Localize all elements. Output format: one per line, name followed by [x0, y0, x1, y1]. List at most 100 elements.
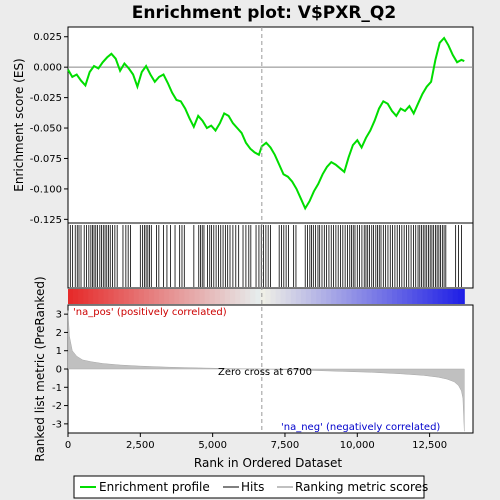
color-bar-segment	[184, 289, 190, 304]
color-bar-segment	[311, 289, 317, 304]
color-bar-segment	[321, 289, 327, 304]
color-bar-segment	[457, 289, 464, 304]
color-bar-segment	[316, 289, 322, 304]
ranked-tick-label: 1	[56, 346, 62, 357]
color-bar-segment	[356, 289, 363, 304]
color-bar-segment	[336, 289, 342, 304]
color-bar-segment	[73, 289, 79, 304]
color-bar-segment	[78, 289, 84, 304]
color-bar-segment	[245, 289, 251, 304]
color-bar-segment	[83, 289, 89, 304]
color-bar-segment	[331, 289, 337, 304]
color-bar-segment	[386, 289, 393, 304]
color-bar-segment	[300, 289, 307, 304]
legend-enrichment-label: Enrichment profile	[99, 480, 210, 494]
color-bar-segment	[295, 289, 302, 304]
es-tick-label: -0.050	[30, 124, 62, 135]
color-bar-segment	[432, 289, 439, 304]
es-tick-label: -0.075	[30, 154, 62, 165]
color-bar-segment	[68, 289, 74, 304]
chart-title: Enrichment plot: V$PXR_Q2	[132, 3, 396, 23]
legend-ranking-label: Ranking metric scores	[295, 480, 428, 494]
color-bar-segment	[402, 289, 408, 304]
color-bar-segment	[366, 289, 373, 304]
color-bar-segment	[427, 289, 433, 304]
ranked-y-ticks: 3 2 1 0 -1 -2 -3	[52, 310, 68, 430]
color-bar-segment	[219, 289, 226, 304]
hit-marks	[69, 225, 462, 287]
x-tick-label: 12,500	[412, 440, 447, 451]
color-bar-segment	[113, 289, 120, 304]
es-y-label: Enrichment score (ES)	[12, 58, 26, 191]
color-bar-segment	[270, 289, 277, 304]
color-bar-segment	[133, 289, 140, 304]
legend-box	[73, 475, 425, 499]
color-bar-segment	[447, 289, 454, 304]
color-bar-segment	[437, 289, 444, 304]
color-bar-segment	[224, 289, 231, 304]
legend: Enrichment profile Hits Ranking metric s…	[73, 475, 428, 499]
color-bar-segment	[209, 289, 216, 304]
color-bar-segment	[341, 289, 347, 304]
es-tick-label: -0.025	[30, 93, 62, 104]
color-bar-segment	[250, 289, 256, 304]
color-bar-segment	[452, 289, 459, 304]
color-bar-segment	[128, 289, 135, 304]
color-bar-segment	[346, 289, 352, 304]
color-bar-segment	[376, 289, 383, 304]
x-tick-label: 7,500	[271, 440, 300, 451]
color-bar-segment	[305, 289, 312, 304]
color-bar-segment	[93, 289, 99, 304]
color-bar-segment	[351, 289, 358, 304]
es-tick-label: -0.125	[30, 215, 62, 226]
color-bar-segment	[381, 289, 388, 304]
es-panel	[67, 26, 474, 224]
ranking-metric-area	[67, 310, 465, 432]
color-bar-segment	[260, 289, 266, 304]
color-bar-segment	[108, 289, 115, 304]
color-bar-segment	[397, 289, 403, 304]
x-tick-label: 2,500	[126, 440, 155, 451]
x-tick-label: 5,000	[198, 440, 227, 451]
legend-hits-label: Hits	[241, 480, 264, 494]
color-bar-segment	[371, 289, 378, 304]
color-bar-segment	[194, 289, 201, 304]
color-bar-segment	[179, 289, 185, 304]
rank-color-bar	[68, 289, 465, 304]
ranked-y-label: Ranked list metric (PreRanked)	[33, 276, 47, 461]
color-bar-segment	[230, 289, 236, 304]
color-bar-segment	[407, 289, 413, 304]
color-bar-segment	[275, 289, 282, 304]
color-bar-segment	[164, 289, 170, 304]
pos-label: 'na_pos' (positively correlated)	[73, 307, 227, 318]
color-bar-segment	[199, 289, 206, 304]
ranked-tick-label: 2	[56, 328, 62, 339]
ranked-tick-label: -1	[52, 383, 62, 394]
es-tick-label: 0.000	[33, 63, 62, 74]
neg-label: 'na_neg' (negatively correlated)	[281, 422, 440, 433]
color-bar-segment	[204, 289, 211, 304]
x-tick-label: 0	[65, 440, 71, 451]
x-axis-label: Rank in Ordered Dataset	[194, 456, 342, 470]
enrichment-profile-line	[67, 36, 465, 211]
x-tick-label: 10,000	[340, 440, 375, 451]
color-bar-segment	[392, 289, 398, 304]
color-bar-segment	[285, 289, 292, 304]
color-bar-segment	[143, 289, 150, 304]
color-bar-segment	[98, 289, 104, 304]
color-bar-segment	[280, 289, 287, 304]
color-bar-segment	[174, 289, 180, 304]
color-bar-segment	[417, 289, 423, 304]
color-bar-segment	[265, 289, 271, 304]
color-bar-segment	[326, 289, 332, 304]
color-bar-segment	[189, 289, 196, 304]
color-bar-segment	[442, 289, 449, 304]
color-bar-segment	[123, 289, 130, 304]
color-bar-segment	[154, 289, 160, 304]
color-bar-segment	[88, 289, 94, 304]
color-bar-segment	[214, 289, 221, 304]
ranked-tick-label: -2	[52, 401, 62, 412]
color-bar-segment	[118, 289, 125, 304]
zero-cross-label: Zero cross at 6700	[218, 367, 312, 378]
